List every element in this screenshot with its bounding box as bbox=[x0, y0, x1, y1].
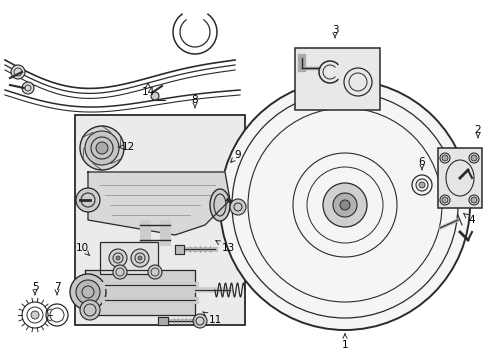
Circle shape bbox=[96, 142, 108, 154]
Circle shape bbox=[193, 314, 207, 328]
Circle shape bbox=[471, 197, 477, 203]
Text: 1: 1 bbox=[342, 334, 348, 350]
Circle shape bbox=[70, 274, 106, 310]
Circle shape bbox=[80, 300, 100, 320]
Circle shape bbox=[131, 249, 149, 267]
Circle shape bbox=[138, 256, 142, 260]
Circle shape bbox=[323, 183, 367, 227]
Bar bbox=[438, 148, 482, 208]
Text: 7: 7 bbox=[54, 282, 60, 295]
Polygon shape bbox=[88, 172, 230, 235]
Circle shape bbox=[116, 256, 120, 260]
Circle shape bbox=[471, 155, 477, 161]
Text: 10: 10 bbox=[75, 243, 90, 256]
Circle shape bbox=[22, 82, 34, 94]
Circle shape bbox=[11, 65, 25, 79]
Text: 2: 2 bbox=[475, 125, 481, 138]
Circle shape bbox=[333, 193, 357, 217]
Bar bbox=[295, 48, 380, 110]
Circle shape bbox=[442, 197, 448, 203]
Circle shape bbox=[76, 280, 100, 304]
Text: 9: 9 bbox=[231, 150, 241, 162]
Circle shape bbox=[419, 182, 425, 188]
Text: 12: 12 bbox=[119, 142, 135, 152]
Circle shape bbox=[31, 311, 39, 319]
Circle shape bbox=[220, 80, 470, 330]
Text: 3: 3 bbox=[332, 25, 338, 38]
Bar bbox=[100, 242, 158, 274]
Text: 14: 14 bbox=[142, 83, 155, 97]
Circle shape bbox=[340, 200, 350, 210]
Circle shape bbox=[113, 265, 127, 279]
Text: 4: 4 bbox=[464, 213, 475, 225]
Circle shape bbox=[76, 188, 100, 212]
Text: 5: 5 bbox=[32, 282, 38, 295]
Circle shape bbox=[230, 199, 246, 215]
Circle shape bbox=[148, 265, 162, 279]
Circle shape bbox=[85, 131, 119, 165]
Text: 8: 8 bbox=[192, 95, 198, 108]
Text: 13: 13 bbox=[216, 240, 235, 253]
Text: 6: 6 bbox=[418, 157, 425, 170]
Polygon shape bbox=[175, 245, 184, 254]
Ellipse shape bbox=[210, 189, 230, 221]
Circle shape bbox=[109, 249, 127, 267]
Circle shape bbox=[80, 126, 124, 170]
Bar bbox=[75, 115, 245, 325]
Circle shape bbox=[151, 92, 159, 100]
Polygon shape bbox=[85, 270, 195, 315]
Text: 11: 11 bbox=[203, 312, 221, 325]
Polygon shape bbox=[158, 317, 168, 325]
Circle shape bbox=[442, 155, 448, 161]
